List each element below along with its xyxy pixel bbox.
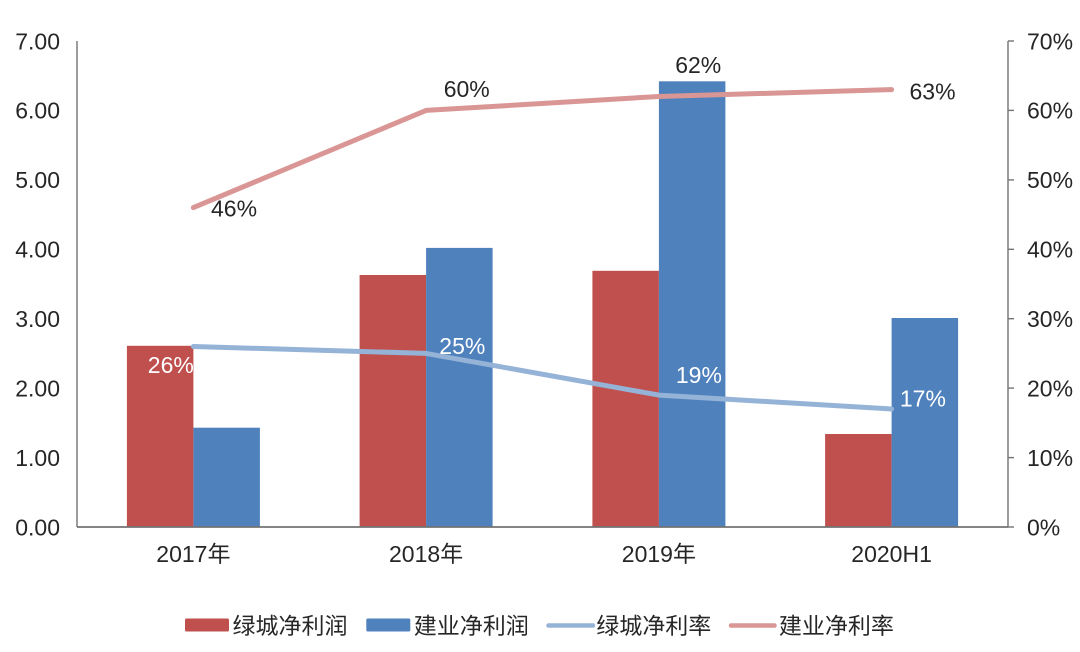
svg-text:2018: 2018	[389, 541, 440, 567]
svg-text:0%: 0%	[1027, 514, 1060, 540]
svg-text:2019: 2019	[622, 541, 673, 567]
svg-text:2020H1: 2020H1	[851, 541, 932, 567]
svg-text:2.00: 2.00	[15, 375, 60, 401]
svg-text:40%: 40%	[1027, 237, 1073, 263]
svg-text:10%: 10%	[1027, 445, 1073, 471]
svg-text:60%: 60%	[1027, 98, 1073, 124]
svg-text:0.00: 0.00	[15, 514, 60, 540]
svg-text:6.00: 6.00	[15, 98, 60, 124]
svg-text:19%: 19%	[676, 362, 722, 388]
svg-text:60%: 60%	[444, 76, 490, 102]
svg-text:4.00: 4.00	[15, 237, 60, 263]
svg-text:17%: 17%	[900, 385, 946, 411]
svg-text:50%: 50%	[1027, 167, 1073, 193]
svg-text:1.00: 1.00	[15, 445, 60, 471]
svg-text:63%: 63%	[910, 79, 956, 105]
svg-text:20%: 20%	[1027, 375, 1073, 401]
svg-text:5.00: 5.00	[15, 167, 60, 193]
svg-text:26%: 26%	[148, 352, 194, 378]
svg-text:30%: 30%	[1027, 306, 1073, 332]
svg-text:46%: 46%	[211, 196, 257, 222]
svg-text:7.00: 7.00	[15, 28, 60, 54]
svg-text:25%: 25%	[439, 333, 485, 359]
svg-text:62%: 62%	[675, 52, 721, 78]
svg-text:2017: 2017	[156, 541, 207, 567]
svg-text:3.00: 3.00	[15, 306, 60, 332]
svg-text:70%: 70%	[1027, 28, 1073, 54]
